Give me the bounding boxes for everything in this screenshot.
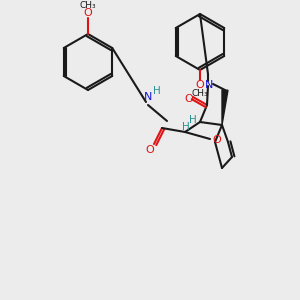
Text: N: N [205,80,213,90]
Text: CH₃: CH₃ [192,88,208,98]
Text: O: O [213,135,221,145]
Text: O: O [184,94,194,104]
Text: H: H [153,86,161,96]
Text: N: N [144,92,152,102]
Text: O: O [196,80,204,90]
Text: H: H [189,115,197,125]
Text: H: H [182,122,190,132]
Text: O: O [84,8,92,18]
Text: O: O [146,145,154,155]
Polygon shape [222,90,228,125]
Text: CH₃: CH₃ [80,2,96,10]
